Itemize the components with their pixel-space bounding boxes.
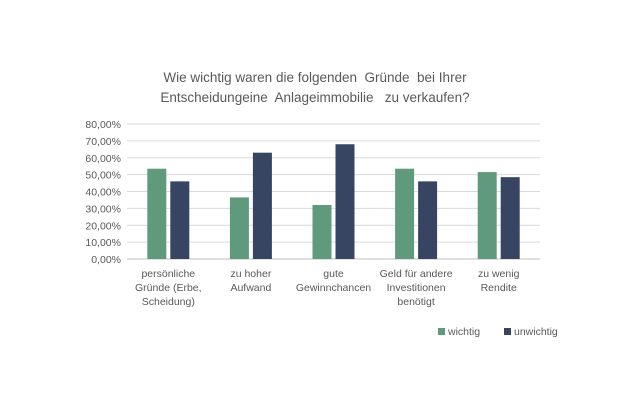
x-tick-label: Scheidung)	[142, 296, 195, 308]
legend-label-unwichtig: unwichtig	[514, 326, 558, 338]
y-tick-label: 70,00%	[85, 136, 121, 148]
bar-wichtig	[312, 205, 332, 259]
x-tick-label: benötigt	[397, 296, 434, 308]
x-tick-label: gute	[323, 268, 344, 280]
bar-unwichtig	[500, 177, 520, 259]
x-tick-label: Geld für andere	[380, 268, 453, 280]
bar-wichtig	[477, 172, 497, 259]
x-tick-label: Gründe (Erbe,	[135, 282, 202, 294]
y-tick-label: 40,00%	[85, 187, 121, 199]
chart-title-line-1: Wie wichtig waren die folgenden Gründe b…	[163, 70, 467, 85]
bar-wichtig	[147, 168, 167, 259]
bar-unwichtig	[335, 144, 355, 259]
x-tick-label: Investitionen	[387, 282, 446, 294]
x-tick-label: Rendite	[481, 282, 517, 294]
x-tick-label: zu wenig	[478, 268, 520, 280]
y-tick-label: 50,00%	[85, 170, 121, 182]
y-tick-label: 60,00%	[85, 153, 121, 165]
x-tick-label: Aufwand	[230, 282, 271, 294]
y-tick-label: 80,00%	[85, 119, 121, 131]
legend-swatch-wichtig	[438, 328, 445, 335]
y-tick-label: 20,00%	[85, 220, 121, 232]
legend-label-wichtig: wichtig	[447, 326, 480, 338]
chart-title-line-2: Entscheidungeine Anlageimmobilie zu verk…	[160, 90, 470, 105]
bar-wichtig	[229, 197, 249, 259]
bar-unwichtig	[252, 152, 272, 259]
x-tick-label: persönliche	[141, 268, 195, 280]
bar-unwichtig	[418, 181, 438, 259]
x-tick-label: Gewinnchancen	[296, 282, 371, 294]
bar-unwichtig	[170, 181, 190, 259]
y-tick-label: 30,00%	[85, 203, 121, 215]
x-tick-label: zu hoher	[230, 268, 271, 280]
bar-wichtig	[395, 168, 415, 259]
y-tick-label: 10,00%	[85, 237, 121, 249]
legend-swatch-unwichtig	[504, 328, 511, 335]
y-tick-label: 0,00%	[91, 254, 121, 266]
